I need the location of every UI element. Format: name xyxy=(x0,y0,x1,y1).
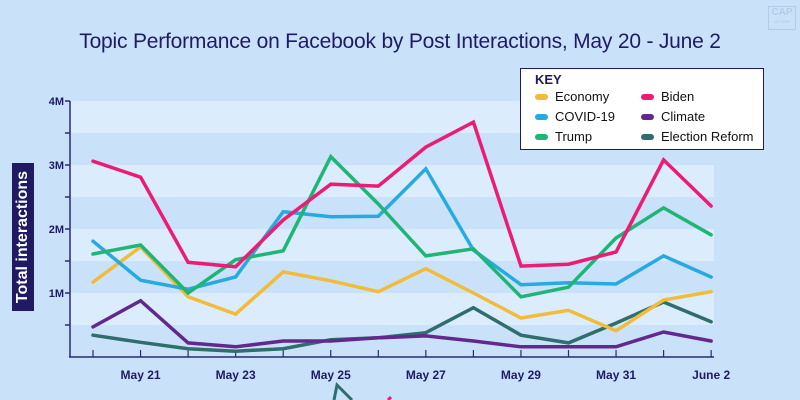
grid-band xyxy=(70,165,714,197)
legend-swatch xyxy=(641,93,654,100)
series-lines xyxy=(91,119,713,353)
x-tick-label: May 27 xyxy=(406,368,446,382)
legend-item-covid-19: COVID-19 xyxy=(535,109,615,124)
legend: KEY Economy Biden COVID-19 Climate Trump Elec… xyxy=(520,68,764,150)
legend-title: KEY xyxy=(535,72,562,87)
legend-item-climate: Climate xyxy=(641,109,705,124)
x-tick-label: May 29 xyxy=(501,368,541,382)
y-tick-label: 3M xyxy=(49,160,64,172)
x-tick-label: May 25 xyxy=(311,368,351,382)
legend-swatch xyxy=(535,133,548,140)
y-tick-label: 1M xyxy=(49,288,64,300)
legend-item-biden: Biden xyxy=(641,89,694,104)
legend-swatch xyxy=(641,113,654,120)
series-line-trump xyxy=(91,153,713,299)
series-line-biden xyxy=(91,119,713,269)
y-tick-label: 2M xyxy=(49,224,64,236)
grid-band xyxy=(70,229,714,261)
legend-swatch xyxy=(535,113,548,120)
axes: 1M 2M 3M 4M May 21 May 23 May 25 May 27 May 29 Ma… xyxy=(49,96,731,382)
legend-label: Economy xyxy=(555,89,610,104)
bottom-decoration xyxy=(332,381,393,400)
cap-action-logo: CAP ACTION xyxy=(768,6,796,30)
series-line-economy xyxy=(91,244,713,333)
grid-band xyxy=(70,261,714,293)
x-tick-label: May 23 xyxy=(216,368,256,382)
legend-label: Trump xyxy=(555,129,593,144)
legend-swatch xyxy=(535,93,548,100)
series-line-climate xyxy=(91,298,713,349)
grid-band xyxy=(70,325,714,357)
x-tick-label: May 31 xyxy=(596,368,636,382)
decor-fragment-teal xyxy=(332,381,354,400)
legend-label: Election Reform xyxy=(661,129,754,144)
x-tick-label: May 21 xyxy=(121,368,161,382)
x-tick-label: June 2 xyxy=(692,368,730,382)
logo-sub: ACTION xyxy=(774,19,790,24)
legend-item-trump: Trump xyxy=(535,129,592,144)
legend-label: Biden xyxy=(661,89,695,104)
legend-item-election-reform: Election Reform xyxy=(641,129,753,144)
legend-label: COVID-19 xyxy=(555,109,615,124)
y-tick-label: 4M xyxy=(49,96,64,108)
legend-item-economy: Economy xyxy=(535,89,609,104)
y-axis-label-box xyxy=(12,163,34,311)
logo-main: CAP xyxy=(771,7,793,18)
grid-bands xyxy=(70,101,714,357)
chart-title: Topic Performance on Facebook by Post In… xyxy=(79,30,721,53)
legend-label: Climate xyxy=(661,109,706,124)
legend-swatch xyxy=(641,133,654,140)
y-axis-label: Total interactions xyxy=(14,170,31,304)
grid-band xyxy=(70,293,714,325)
